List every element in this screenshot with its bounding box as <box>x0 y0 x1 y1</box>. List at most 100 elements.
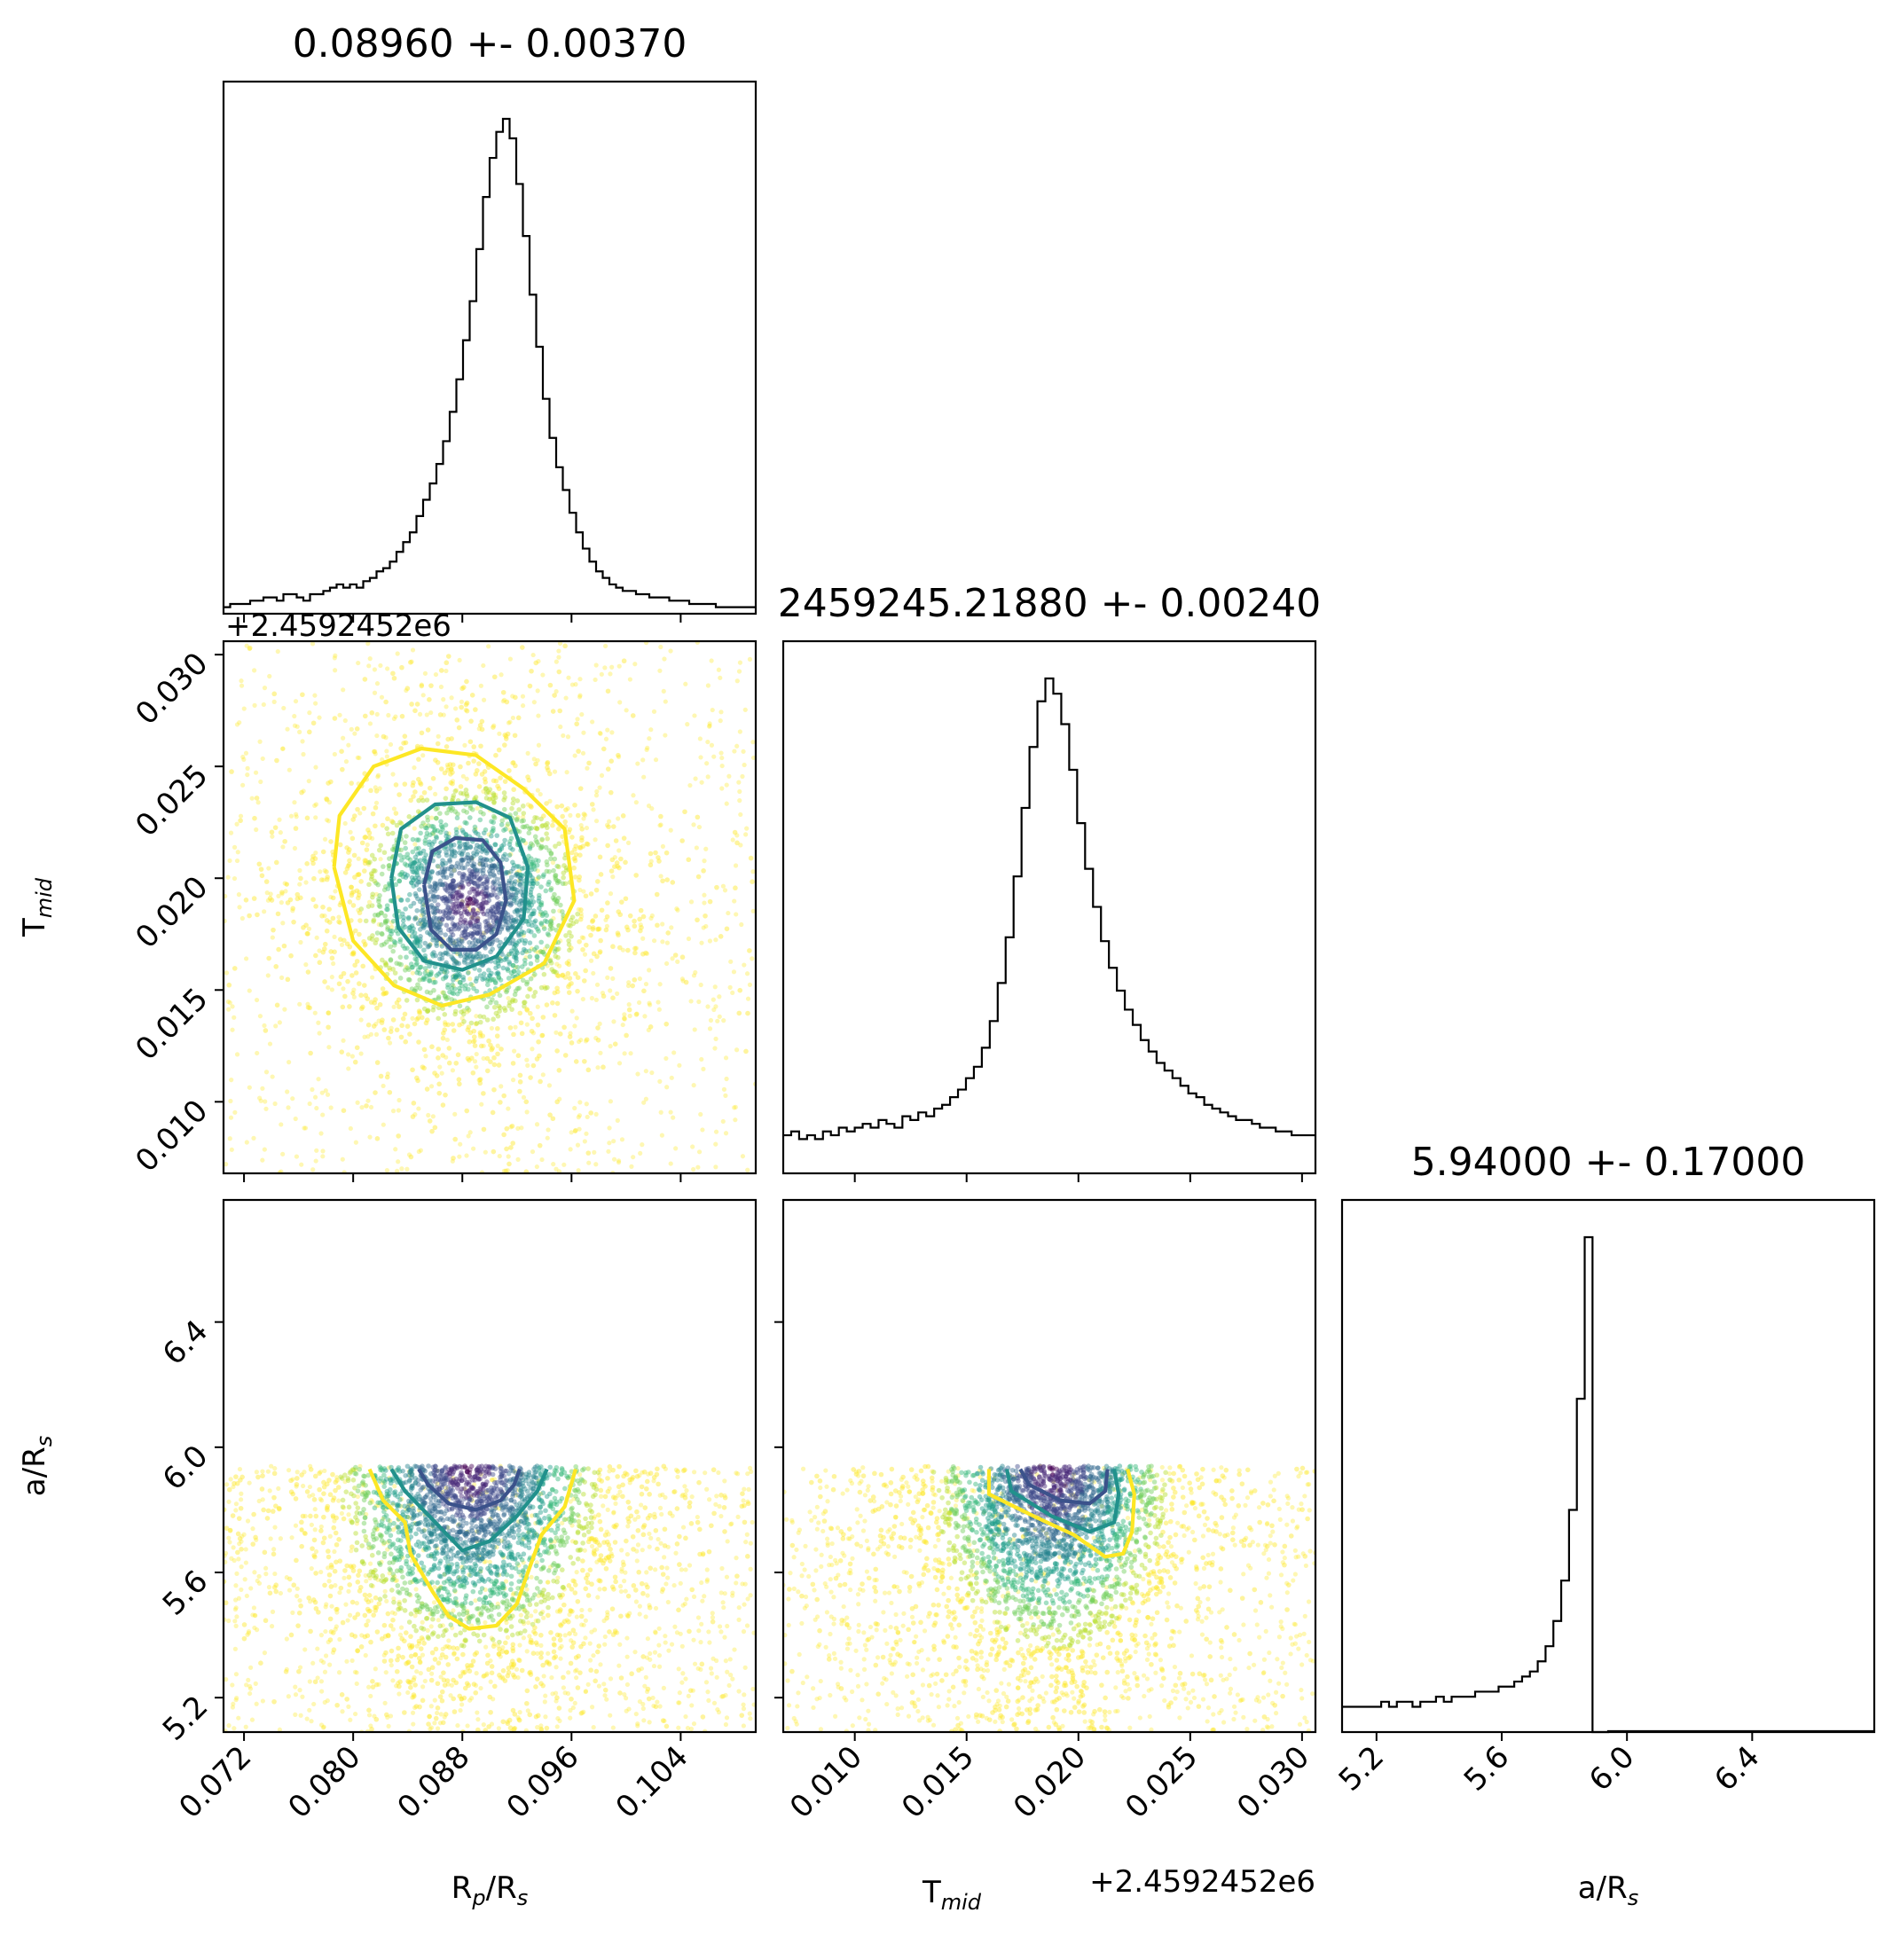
sample-point <box>270 834 275 839</box>
sample-point <box>383 1650 389 1656</box>
sample-point <box>285 1089 290 1094</box>
sample-point <box>526 902 532 908</box>
sample-point <box>570 1705 576 1711</box>
sample-point <box>290 908 295 913</box>
sample-point <box>481 894 487 899</box>
sample-point <box>500 689 506 695</box>
sample-point <box>472 796 477 802</box>
sample-point <box>400 1015 406 1022</box>
sample-point <box>469 862 475 868</box>
sample-point <box>373 868 378 874</box>
sample-point <box>639 924 644 930</box>
sample-point <box>504 1620 509 1626</box>
sample-point <box>427 842 432 848</box>
sample-point <box>451 906 457 912</box>
sample-point <box>420 820 426 826</box>
sample-point <box>691 822 696 827</box>
sample-point <box>539 1032 545 1039</box>
sample-point <box>446 911 451 917</box>
sample-point <box>344 1658 349 1664</box>
sample-point <box>435 894 440 900</box>
sample-point <box>552 897 558 902</box>
sample-point <box>313 850 318 856</box>
sample-point <box>595 1025 601 1031</box>
sample-point <box>423 1020 429 1026</box>
sample-point <box>449 954 454 960</box>
sample-point <box>405 914 412 921</box>
sample-point <box>412 869 417 875</box>
sample-point <box>237 1536 243 1541</box>
sample-point <box>520 837 526 843</box>
sample-point <box>477 844 483 851</box>
sample-point <box>516 878 522 883</box>
sample-point <box>490 946 495 952</box>
sample-point <box>430 824 436 829</box>
sample-point <box>430 905 436 911</box>
sample-point <box>233 1597 239 1603</box>
sample-point <box>674 906 679 912</box>
sample-point <box>370 1500 375 1505</box>
sample-point <box>298 895 303 901</box>
sample-point <box>668 1109 673 1115</box>
sample-point <box>380 931 385 937</box>
sample-point <box>491 922 497 929</box>
sample-point <box>561 1024 567 1031</box>
sample-point <box>329 975 334 980</box>
sample-point <box>446 909 452 914</box>
sample-point <box>416 1039 421 1045</box>
sample-point <box>236 1556 241 1562</box>
sample-point <box>655 1699 660 1705</box>
sample-point <box>416 861 422 866</box>
sample-point <box>346 1574 352 1580</box>
sample-point <box>420 907 426 913</box>
sample-point <box>521 1094 527 1100</box>
sample-point <box>366 936 373 941</box>
sample-point <box>337 937 343 942</box>
sample-point <box>527 845 533 851</box>
sample-point <box>734 1047 740 1053</box>
sample-point <box>510 760 515 766</box>
sample-point <box>258 1098 263 1103</box>
sample-point <box>583 1635 588 1641</box>
sample-point <box>262 686 268 691</box>
sample-point <box>399 713 405 719</box>
sample-point <box>483 827 489 833</box>
sample-point <box>404 687 409 694</box>
sample-point <box>572 846 577 852</box>
sample-point <box>294 814 299 819</box>
sample-point <box>510 997 516 1003</box>
sample-point <box>449 929 454 935</box>
sample-point <box>536 1039 541 1045</box>
sample-point <box>346 862 352 867</box>
sample-point <box>657 982 663 987</box>
sample-point <box>476 876 483 882</box>
sample-point <box>712 984 718 990</box>
sample-point <box>413 915 420 921</box>
sample-point <box>396 930 401 937</box>
sample-point <box>437 909 443 914</box>
sample-point <box>503 1168 509 1173</box>
sample-point <box>574 1675 579 1681</box>
sample-point <box>231 1701 236 1706</box>
sample-point <box>358 992 364 999</box>
sample-point <box>352 1669 358 1674</box>
sample-point <box>295 1623 301 1628</box>
sample-point <box>469 886 475 892</box>
sample-point <box>464 700 470 706</box>
sample-point <box>440 882 446 888</box>
sample-point <box>458 790 464 796</box>
sample-point <box>480 900 486 906</box>
sample-point <box>488 906 494 913</box>
sample-point <box>304 1716 310 1721</box>
sample-point <box>566 984 571 990</box>
sample-point <box>345 863 351 869</box>
sample-point <box>633 800 639 805</box>
sample-point <box>595 926 601 932</box>
sample-point <box>558 1656 563 1661</box>
sample-point <box>428 1553 434 1558</box>
sample-point <box>455 972 460 978</box>
sample-point <box>324 1602 329 1607</box>
sample-point <box>550 709 556 714</box>
sample-point <box>663 1055 669 1062</box>
sample-point <box>493 909 499 914</box>
